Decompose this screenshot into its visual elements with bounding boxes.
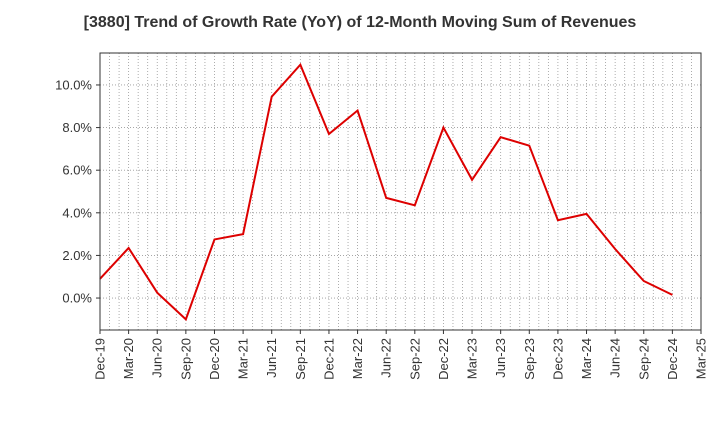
x-tick-label: Mar-23 [465,338,480,379]
grid-lines [100,53,701,330]
x-tick-label: Sep-24 [636,338,651,380]
y-tick-label: 4.0% [62,205,92,220]
y-axis-ticks: 0.0% 2.0% 4.0% 6.0% 8.0% 10.0% [55,77,100,306]
x-tick-label: Mar-22 [350,338,365,379]
chart-title: [3880] Trend of Growth Rate (YoY) of 12-… [83,14,637,31]
y-tick-label: 2.0% [62,248,92,263]
y-tick-label: 8.0% [62,120,92,135]
x-tick-label: Jun-20 [150,338,165,378]
x-tick-label: Dec-21 [321,338,336,380]
x-tick-label: Jun-24 [608,338,623,378]
x-tick-label: Jun-22 [379,338,394,378]
x-tick-label: Mar-21 [236,338,251,379]
x-tick-label: Jun-21 [264,338,279,378]
x-tick-label: Mar-24 [579,338,594,379]
x-tick-label: Mar-25 [694,338,709,379]
y-tick-label: 10.0% [55,77,92,92]
x-axis-ticks: Dec-19 Mar-20 Jun-20 Sep-20 Dec-20 Mar-21 Jun-… [93,330,709,380]
series-line [99,62,673,322]
x-tick-label: Sep-22 [407,338,422,380]
x-tick-label: Dec-23 [550,338,565,380]
x-tick-label: Dec-24 [665,338,680,380]
series-layer [99,62,673,322]
x-tick-label: Dec-19 [93,338,108,380]
x-tick-label: Dec-22 [436,338,451,380]
y-tick-label: 0.0% [62,291,92,306]
x-tick-label: Jun-23 [493,338,508,378]
x-tick-label: Sep-21 [293,338,308,380]
plot-frame [99,52,702,331]
x-tick-label: Sep-20 [178,338,193,380]
x-tick-label: Sep-23 [522,338,537,380]
x-tick-label: Dec-20 [207,338,222,380]
y-tick-label: 6.0% [62,163,92,178]
x-tick-label: Mar-20 [121,338,136,379]
